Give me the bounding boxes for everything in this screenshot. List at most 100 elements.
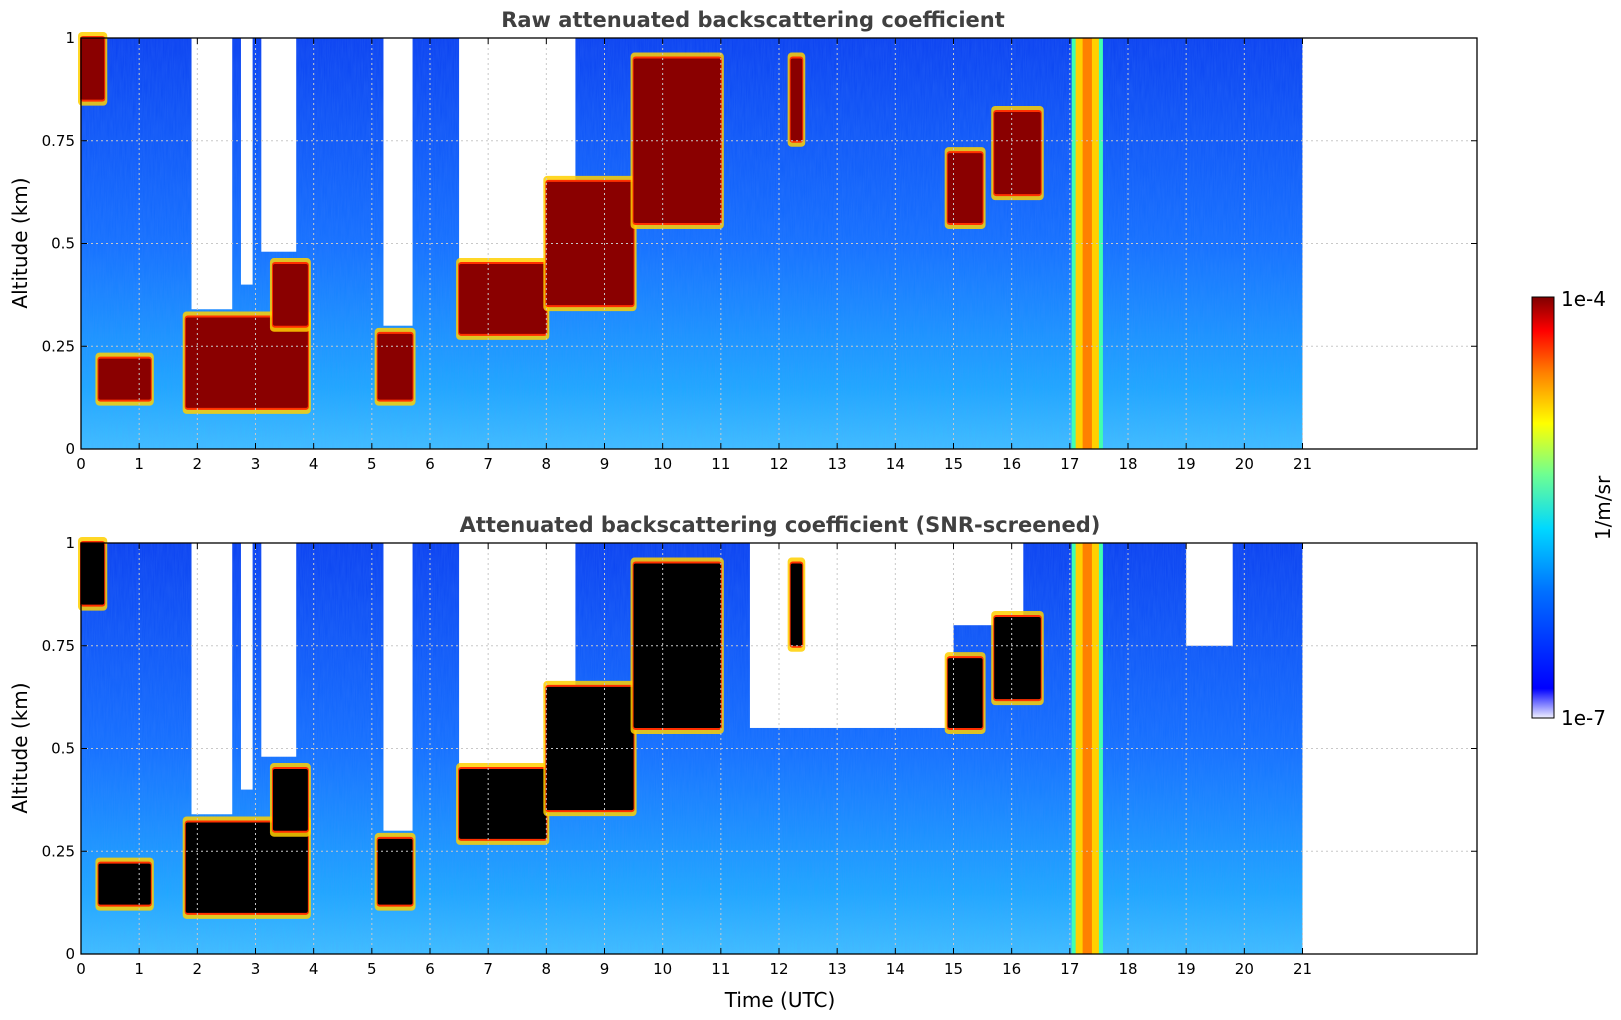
x-tick-label: 2	[193, 960, 203, 978]
y-tick-label: 0.75	[42, 132, 75, 150]
heatmap-raw	[78, 32, 1303, 449]
screened-backscatter-panel: Attenuated backscattering coefficient (S…	[8, 513, 1478, 1012]
x-tick-label: 6	[425, 455, 435, 473]
x-tick-label: 6	[425, 960, 435, 978]
no-signal-region	[240, 543, 253, 790]
x-axis-label: Time (UTC)	[724, 988, 836, 1012]
x-tick-label: 2	[193, 455, 203, 473]
x-tick-label: 17	[1060, 960, 1079, 978]
cloud-layer	[947, 153, 983, 223]
x-tick-label: 3	[251, 960, 261, 978]
colorbar: 1e-4 1e-7 1/m/sr	[1531, 287, 1615, 730]
x-tick-label: 15	[944, 960, 963, 978]
x-tick-label: 21	[1293, 455, 1312, 473]
screened-region	[749, 543, 954, 728]
x-tick-label: 7	[483, 455, 493, 473]
cloud-layer	[790, 58, 803, 141]
heatmap-screened	[78, 537, 1303, 954]
x-ticks-screened: 0 1 2 3 4 5 6 7 8 9 10 11 12 13 14 15 16 17 18 19 20 21	[76, 543, 1312, 978]
y-tick-label: 0	[65, 945, 75, 963]
y-ticks-raw: 0 0.25 0.5 0.75 1	[42, 29, 1477, 458]
y-tick-label: 0.25	[42, 842, 75, 860]
x-tick-label: 3	[251, 455, 261, 473]
cloud-layer	[377, 838, 413, 905]
x-tick-label: 21	[1293, 960, 1312, 978]
cloud-layer	[98, 863, 151, 905]
x-tick-label: 4	[309, 960, 319, 978]
cloud-layer	[546, 181, 634, 306]
cloud-layer	[994, 616, 1041, 700]
x-tick-label: 17	[1060, 455, 1079, 473]
x-tick-label: 12	[769, 455, 788, 473]
no-signal-region	[191, 38, 233, 310]
y-tick-label: 0.25	[42, 337, 75, 355]
x-tick-label: 4	[309, 455, 319, 473]
y-ticks-screened: 0 0.25 0.5 0.75 1	[42, 534, 1477, 963]
x-tick-label: 9	[600, 455, 610, 473]
chart-title-screened: Attenuated backscattering coefficient (S…	[460, 513, 1101, 537]
x-tick-label: 9	[600, 960, 610, 978]
y-tick-label: 0.75	[42, 637, 75, 655]
cloud-layer	[98, 358, 151, 400]
cloud-layer	[272, 769, 308, 831]
y-tick-label: 1	[65, 534, 75, 552]
x-tick-label: 20	[1235, 455, 1254, 473]
colorbar-min-label: 1e-7	[1561, 706, 1606, 730]
no-signal-region	[383, 543, 413, 831]
screened-region	[1186, 543, 1233, 646]
x-tick-label: 13	[828, 960, 847, 978]
x-tick-label: 16	[1002, 960, 1021, 978]
cloud-layer	[459, 264, 547, 334]
colorbar-unit-label: 1/m/sr	[1591, 475, 1615, 540]
y-tick-label: 0.5	[51, 235, 75, 253]
x-tick-label: 13	[828, 455, 847, 473]
no-signal-region	[261, 543, 297, 757]
y-tick-label: 0	[65, 440, 75, 458]
cloud-layer	[185, 317, 308, 408]
colorbar-max-label: 1e-4	[1561, 287, 1606, 311]
cloud-layer	[377, 333, 413, 400]
cloud-layer	[459, 769, 547, 839]
x-tick-label: 10	[653, 455, 672, 473]
no-signal-region	[261, 38, 297, 252]
colorbar-gradient	[1531, 296, 1555, 719]
x-tick-label: 12	[769, 960, 788, 978]
y-tick-label: 0.5	[51, 740, 75, 758]
no-signal-region	[191, 543, 233, 815]
cloud-layer	[81, 38, 105, 100]
x-tick-label: 10	[653, 960, 672, 978]
cloud-layer	[81, 543, 105, 605]
no-signal-region	[383, 38, 413, 326]
x-tick-label: 5	[367, 960, 377, 978]
x-tick-label: 14	[886, 960, 905, 978]
cloud-layer	[790, 563, 803, 646]
x-tick-label: 0	[76, 455, 86, 473]
x-tick-label: 19	[1177, 455, 1196, 473]
x-tick-label: 8	[542, 455, 552, 473]
raw-backscatter-panel: Raw attenuated backscattering coefficien…	[8, 8, 1478, 473]
y-axis-label-raw: Altitude (km)	[8, 177, 32, 308]
x-tick-label: 1	[134, 960, 144, 978]
x-ticks-raw: 0 1 2 3 4 5 6 7 8 9 10 11 12 13 14 15 16 17 18 19 20 21	[76, 38, 1312, 473]
y-tick-label: 1	[65, 29, 75, 47]
x-tick-label: 11	[711, 960, 730, 978]
x-tick-label: 20	[1235, 960, 1254, 978]
cloud-layer	[272, 264, 308, 326]
cloud-layer	[185, 822, 308, 913]
gridlines-screened	[81, 543, 1477, 954]
cloud-layer	[994, 111, 1041, 195]
gridlines-raw	[81, 38, 1477, 449]
x-tick-label: 19	[1177, 960, 1196, 978]
x-tick-label: 0	[76, 960, 86, 978]
x-tick-label: 15	[944, 455, 963, 473]
x-tick-label: 1	[134, 455, 144, 473]
chart-title-raw: Raw attenuated backscattering coefficien…	[501, 8, 1005, 32]
x-tick-label: 16	[1002, 455, 1021, 473]
cloud-layer	[546, 686, 634, 811]
x-tick-label: 5	[367, 455, 377, 473]
x-tick-label: 14	[886, 455, 905, 473]
cloud-layer	[947, 658, 983, 728]
x-tick-label: 18	[1118, 960, 1137, 978]
x-tick-label: 7	[483, 960, 493, 978]
